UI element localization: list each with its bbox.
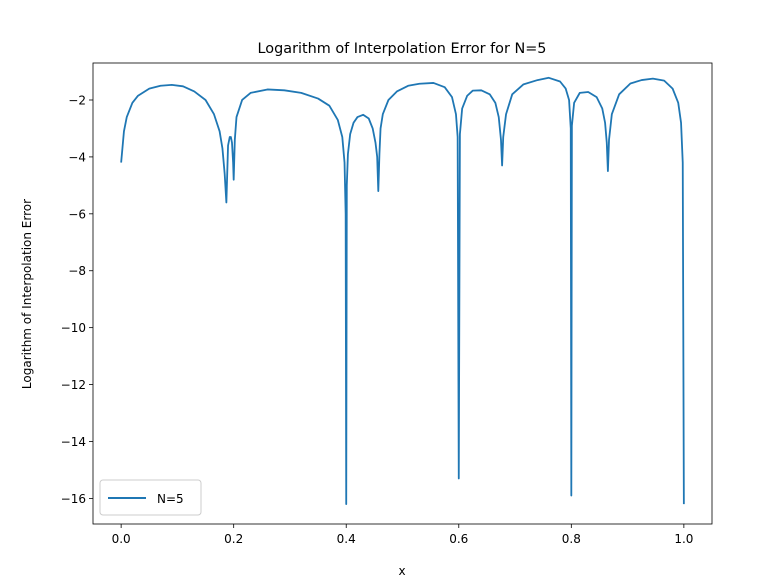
series-line-0 — [120, 76, 685, 505]
legend-label: N=5 — [157, 492, 184, 506]
y-tick-label: −14 — [61, 435, 86, 449]
x-tick-label: 0.2 — [224, 532, 243, 546]
y-tick-label: −6 — [68, 207, 86, 221]
y-tick-label: −8 — [68, 264, 86, 278]
y-tick-label: −10 — [61, 321, 86, 335]
series-layer — [120, 76, 685, 505]
x-axis-label: x — [398, 564, 405, 578]
y-tick-label: −16 — [61, 492, 86, 506]
y-tick-label: −4 — [68, 150, 86, 164]
y-axis-label: Logarithm of Interpolation Error — [20, 199, 34, 389]
x-axis-ticks: 0.0 0.2 0.4 0.6 0.8 1.0 — [112, 524, 693, 546]
legend-box — [99, 479, 202, 516]
x-tick-label: 0.6 — [449, 532, 468, 546]
plot-area — [92, 62, 713, 525]
chart-title: Logarithm of Interpolation Error for N=5 — [258, 41, 547, 57]
x-tick-label: 0.4 — [337, 532, 356, 546]
x-tick-label: 1.0 — [674, 532, 693, 546]
x-tick-label: 0.0 — [112, 532, 131, 546]
y-tick-label: −2 — [68, 93, 86, 107]
y-axis-ticks: −2 −4 −6 −8 −10 −12 −14 −16 — [61, 93, 93, 506]
y-tick-label: −12 — [61, 378, 86, 392]
legend: N=5 — [99, 479, 202, 516]
x-tick-label: 0.8 — [562, 532, 581, 546]
axes-frame — [92, 62, 713, 525]
